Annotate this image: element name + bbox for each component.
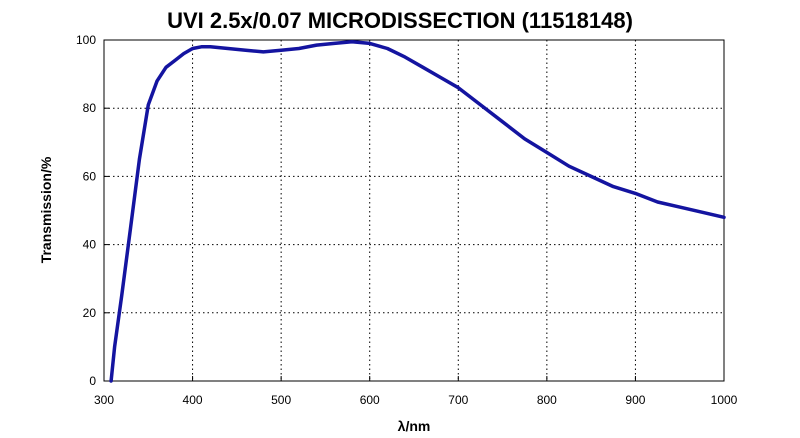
x-tick-label: 400 [183, 393, 203, 407]
y-tick-label: 100 [76, 33, 96, 47]
y-tick-label: 60 [83, 169, 97, 183]
plot-area [103, 39, 725, 382]
x-tick-label: 300 [94, 393, 114, 407]
x-tick-label: 700 [448, 393, 468, 407]
x-tick-label: 1000 [711, 393, 738, 407]
grid [104, 40, 724, 381]
y-axis-label: Transmission/% [38, 156, 54, 263]
axis-ticks: 300 400 500 600 700 800 900 1000 0 20 40 60 80 100 [76, 33, 738, 407]
x-tick-label: 600 [360, 393, 380, 407]
x-axis-label: λ/nm [398, 418, 431, 434]
x-tick-label: 500 [271, 393, 291, 407]
series-layer [109, 39, 726, 383]
chart-title: UVI 2.5x/0.07 MICRODISSECTION (11518148) [167, 8, 633, 33]
x-tick-label: 800 [537, 393, 557, 407]
y-tick-label: 0 [89, 374, 96, 388]
transmission-series-line [109, 39, 726, 383]
y-tick-label: 20 [83, 306, 97, 320]
x-tick-label: 900 [625, 393, 645, 407]
y-tick-label: 80 [83, 101, 97, 115]
y-tick-label: 40 [83, 238, 97, 252]
